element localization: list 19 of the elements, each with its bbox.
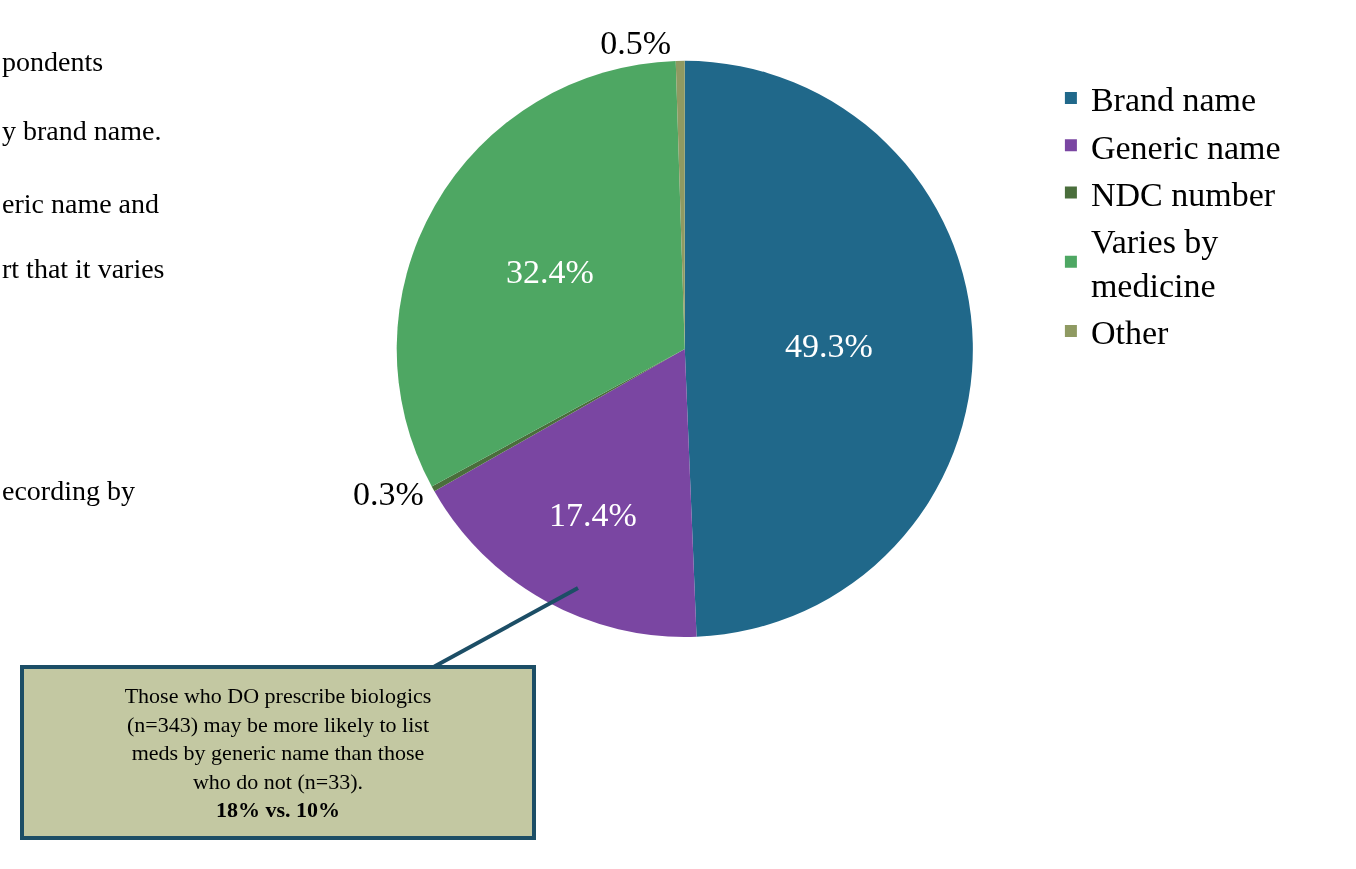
text: eric name and (2, 188, 160, 219)
text: 18% vs. 10% (215, 797, 341, 823)
text: rt that it varies (2, 253, 165, 284)
text: ecording by (2, 475, 135, 506)
pie-slice (684, 60, 973, 637)
legend-label: Varies by medicine (1090, 222, 1219, 305)
data-label: 32.4% (505, 253, 594, 291)
text: y brand name. (2, 115, 162, 146)
legend-label: NDC number (1090, 175, 1276, 213)
legend-label: Generic name (1090, 128, 1281, 166)
text: pondents (2, 46, 104, 77)
data-label: 49.3% (784, 327, 873, 365)
text: Those who DO prescribe biologics (n=343) may be more likely to list meds by generic name than those who do not (n=33). (124, 683, 432, 794)
data-label: 17.4% (548, 496, 637, 534)
pie-slice (434, 348, 697, 637)
data-label: 0.3% (352, 474, 424, 512)
legend-label: Brand name (1090, 81, 1257, 119)
legend-label: Other (1090, 314, 1169, 352)
data-label: 0.5% (600, 23, 671, 61)
